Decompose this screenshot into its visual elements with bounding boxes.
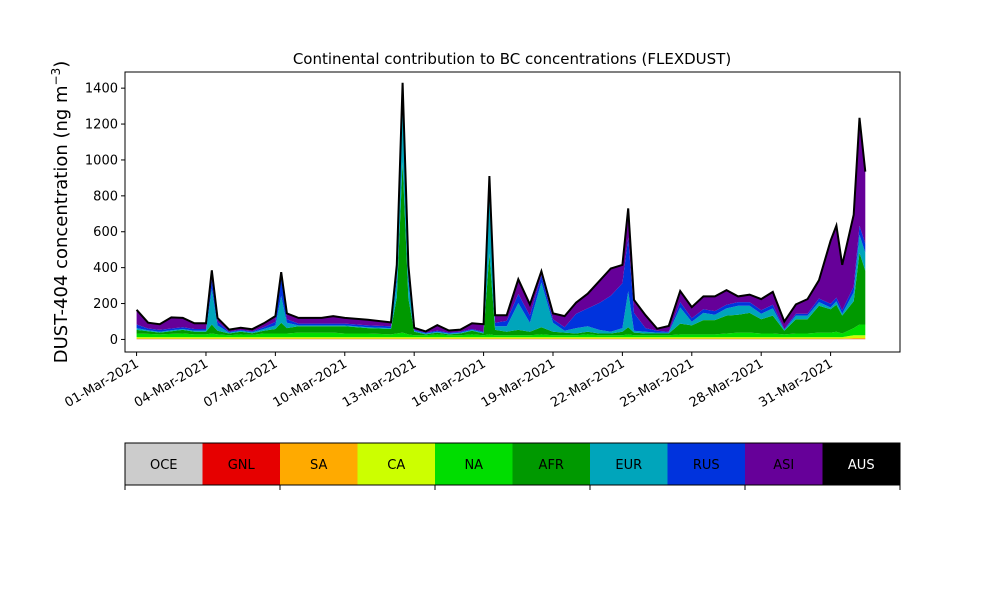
legend-frame	[124, 442, 901, 486]
y-tick-label: 1000	[85, 153, 118, 168]
x-tick-label: 25-Mar-2021	[618, 356, 697, 410]
x-tick-label: 07-Mar-2021	[201, 356, 280, 410]
legend-colorbar: OCE GNL SA CA NA AFR EUR RUS ASI AUS	[124, 442, 901, 490]
x-tick-label: 01-Mar-2021	[62, 356, 141, 410]
legend-swatch-rus	[667, 443, 746, 485]
y-tick-label: 200	[93, 297, 118, 312]
legend-swatch-gnl	[202, 443, 281, 485]
area-eur	[136, 108, 866, 335]
plot-frame	[124, 71, 901, 353]
legend-swatch-sa	[280, 443, 358, 485]
legend-label-rus: RUS	[693, 458, 720, 473]
legend-swatch-ca	[357, 443, 436, 485]
x-tick-label: 19-Mar-2021	[479, 356, 558, 410]
x-tick-label: 04-Mar-2021	[132, 356, 211, 410]
x-tick-label: 10-Mar-2021	[271, 356, 350, 410]
x-tick-label: 31-Mar-2021	[756, 356, 835, 410]
legend-swatch-eur	[590, 443, 668, 485]
legend-label-sa: SA	[310, 458, 327, 473]
y-axis-label-close: )	[51, 61, 72, 68]
legend-label-oce: OCE	[150, 458, 178, 473]
legend-label-ca: CA	[387, 458, 405, 473]
y-axis-label-main: DUST-404 concentration (ng m	[51, 85, 72, 363]
legend-swatch-asi	[745, 443, 823, 485]
axes-layer: 0 200 400 600 800 1000 1200 1400 01-Mar-202104-M…	[62, 71, 901, 411]
x-tick-label: 22-Mar-2021	[548, 356, 627, 410]
y-tick-label: 600	[93, 225, 118, 240]
legend-label-asi: ASI	[773, 458, 794, 473]
legend-label-aus: AUS	[848, 458, 875, 473]
legend-label-gnl: GNL	[228, 458, 256, 473]
series-layer	[135, 82, 867, 340]
legend-swatch-afr	[512, 443, 591, 485]
legend-swatch-oce	[125, 443, 203, 485]
area-sa	[136, 338, 866, 339]
y-tick-label: 400	[93, 261, 118, 276]
x-tick-label: 13-Mar-2021	[340, 356, 419, 410]
legend-label-eur: EUR	[615, 458, 642, 473]
legend-swatch-aus	[822, 443, 901, 485]
y-tick-label: 0	[110, 333, 118, 348]
total-line	[135, 82, 867, 333]
y-tick-label: 1400	[85, 82, 118, 97]
area-asi	[136, 83, 866, 333]
legend-swatch-na	[435, 443, 513, 485]
y-axis-label-exponent: −3	[49, 68, 63, 86]
x-tick-label: 16-Mar-2021	[409, 356, 488, 410]
y-tick-label: 1200	[85, 118, 118, 133]
legend-label-afr: AFR	[539, 458, 564, 473]
area-na	[136, 324, 866, 338]
area-aus	[136, 82, 866, 332]
legend-label-na: NA	[464, 458, 483, 473]
y-axis-label: DUST-404 concentration (ng m−3)	[49, 61, 72, 364]
area-ca	[136, 335, 866, 339]
chart-title: Continental contribution to BC concentra…	[293, 50, 731, 68]
x-tick-label: 28-Mar-2021	[687, 356, 766, 410]
y-tick-label: 800	[93, 189, 118, 204]
